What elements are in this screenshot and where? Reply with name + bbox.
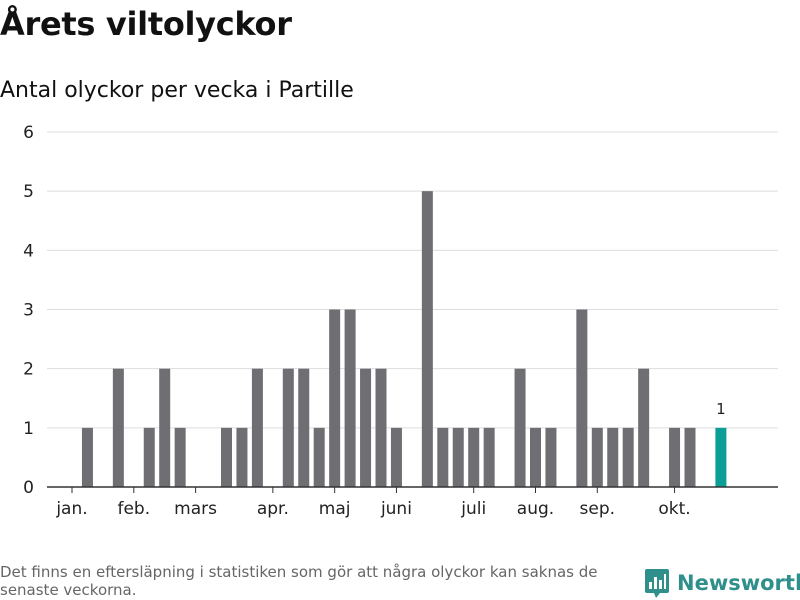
x-tick-label: jan. <box>55 499 87 519</box>
bar <box>159 368 171 487</box>
bar <box>483 427 495 487</box>
bar <box>236 427 248 487</box>
bar <box>329 309 341 487</box>
y-tick-label: 5 <box>23 182 34 202</box>
y-tick-label: 2 <box>23 360 34 380</box>
newsworthy-logo-icon <box>645 569 669 598</box>
chart-title: Årets viltolyckor <box>0 5 292 43</box>
y-tick-label: 1 <box>23 419 34 439</box>
bar <box>514 368 526 487</box>
bar <box>545 427 557 487</box>
bar <box>684 427 696 487</box>
bar <box>669 427 681 487</box>
data-label: 1 <box>716 400 726 418</box>
x-tick-label: sep. <box>580 499 616 519</box>
bar <box>452 427 464 487</box>
y-tick-label: 0 <box>23 478 34 498</box>
x-axis-ticks: jan. feb. mars apr. maj juni juli aug. sep. okt. <box>55 487 691 519</box>
bars <box>81 191 727 487</box>
bar <box>591 427 603 487</box>
bar <box>530 427 541 487</box>
bar <box>81 427 93 487</box>
x-tick-label: juli <box>460 499 486 519</box>
bar <box>174 427 186 487</box>
footnote: Det finns en eftersläpning i statistiken… <box>0 563 598 599</box>
bar <box>344 309 356 487</box>
bar <box>437 427 449 487</box>
bar <box>112 368 124 487</box>
bar-chart: 0 1 2 3 4 5 6 1 jan. feb. mars apr. maj juni juli aug… <box>23 123 778 519</box>
y-tick-label: 6 <box>23 123 34 143</box>
bar <box>607 427 619 487</box>
bar <box>360 368 372 487</box>
bar <box>421 191 433 487</box>
brand-name: Newsworthy <box>677 571 800 595</box>
bar <box>251 368 263 487</box>
x-tick-label: apr. <box>257 499 289 519</box>
x-tick-label: aug. <box>517 499 554 519</box>
bar <box>143 427 155 487</box>
bar <box>282 368 294 487</box>
data-labels: 1 <box>716 400 726 418</box>
bar <box>313 427 325 487</box>
chart-subtitle: Antal olyckor per vecka i Partille <box>0 78 354 103</box>
y-axis-ticks: 0 1 2 3 4 5 6 <box>23 123 34 498</box>
bar <box>622 427 634 487</box>
x-tick-label: maj <box>319 499 351 519</box>
y-tick-label: 4 <box>23 241 34 261</box>
bar <box>468 427 480 487</box>
bar <box>390 427 402 487</box>
bar-highlight <box>715 427 727 487</box>
x-tick-label: feb. <box>117 499 150 519</box>
y-tick-label: 3 <box>23 301 34 321</box>
x-tick-label: mars <box>174 499 217 519</box>
bar <box>298 368 310 487</box>
x-tick-label: juni <box>380 499 412 519</box>
x-tick-label: okt. <box>658 499 690 519</box>
bar <box>576 309 588 487</box>
bar <box>221 427 232 487</box>
brand-logo: Newsworthy <box>644 566 800 600</box>
bar <box>638 368 650 487</box>
bar <box>375 368 387 487</box>
gridlines <box>47 131 778 429</box>
